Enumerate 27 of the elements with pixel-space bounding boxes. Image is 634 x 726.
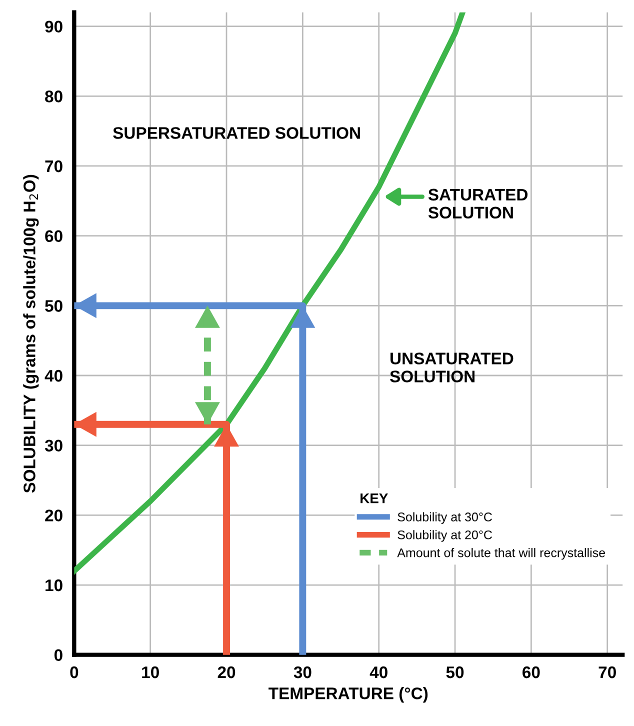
x-axis-title: TEMPERATURE (°C) (268, 687, 428, 703)
legend-label: Solubility at 30°C (398, 512, 492, 524)
annotation: SUPERSATURATED SOLUTION (113, 127, 360, 139)
y-tick-label: 60 (45, 230, 62, 242)
x-tick-label: 20 (218, 666, 236, 678)
y-tick-label: 0 (54, 649, 62, 662)
y-tick-label: 80 (45, 90, 62, 102)
legend-label: Amount of solute that will recrystallise (397, 548, 605, 560)
y-tick-label: 90 (45, 20, 62, 33)
y-tick-label: 20 (45, 510, 62, 522)
y-tick-label: 70 (45, 160, 62, 172)
x-tick-label: 10 (142, 666, 159, 678)
x-tick-label: 30 (294, 666, 312, 678)
x-tick-label: 60 (522, 666, 540, 678)
x-tick-label: 70 (598, 666, 616, 678)
y-tick-label: 50 (45, 300, 62, 312)
y-axis-title: SOLUBILITY (grams of solute/100g H$_{2}$O) (23, 174, 39, 493)
y-tick-label: 40 (44, 370, 62, 382)
legend-label: Solubility at 20°C (398, 530, 492, 542)
annotation: UNSATURATED SOLUTION (390, 352, 514, 382)
x-tick-label: 0 (70, 666, 78, 678)
x-tick-label: 50 (446, 666, 464, 678)
x-tick-label: 40 (370, 666, 388, 678)
annotation: SATURATED SOLUTION (428, 188, 528, 219)
y-tick-label: 10 (46, 579, 62, 592)
y-tick-label: 30 (44, 440, 62, 452)
legend-title: KEY (360, 494, 388, 504)
